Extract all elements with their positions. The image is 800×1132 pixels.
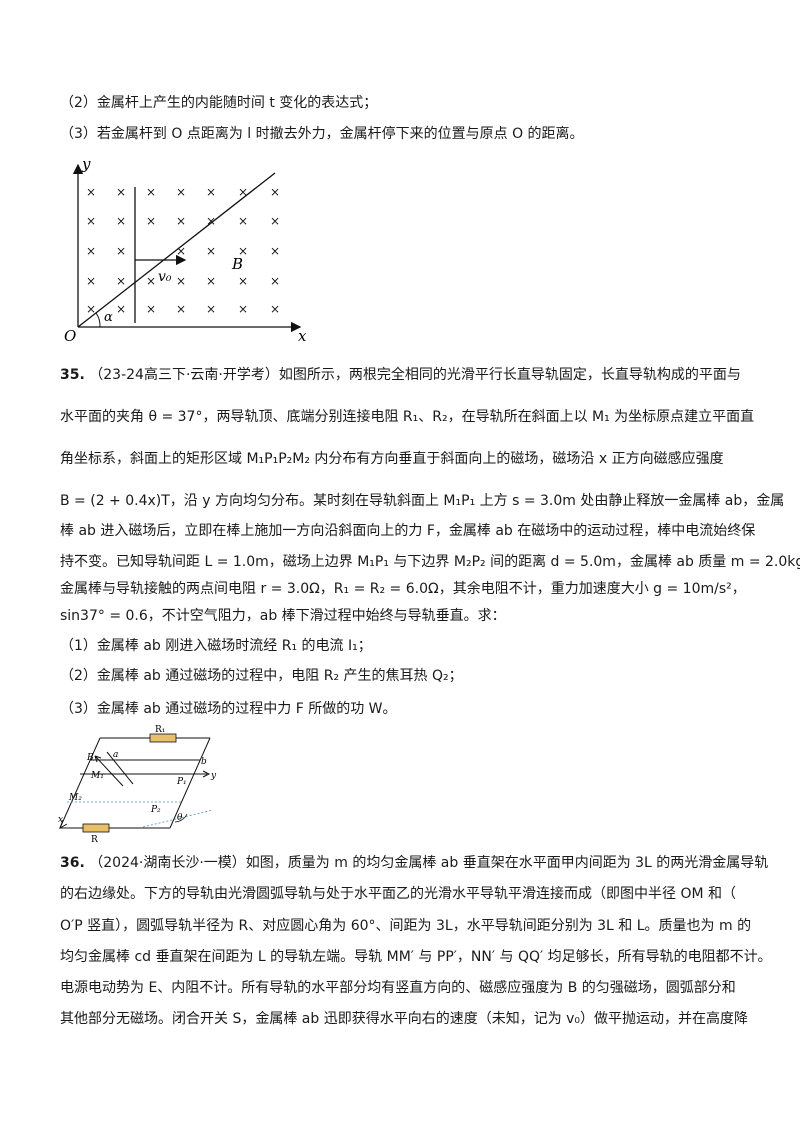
diagonal-rail bbox=[77, 172, 276, 328]
field-cross-mark: × bbox=[86, 302, 96, 316]
field-cross-mark: × bbox=[238, 244, 248, 258]
field-cross-mark: × bbox=[270, 302, 280, 316]
q36-line-1: 36. （2024·湖南长沙·一模）如图，质量为 m 的均匀金属棒 ab 垂直架… bbox=[60, 853, 768, 873]
prev-subquestion-3: （3）若金属杆到 O 点距离为 l 时撤去外力，金属杆停下来的位置与原点 O 的… bbox=[60, 126, 584, 142]
field-cross-mark: × bbox=[206, 244, 216, 258]
q35-line-8: sin37° = 0.6，不计空气阻力，ab 棒下滑过程中始终与导轨垂直。求： bbox=[60, 608, 506, 624]
field-cross-mark: × bbox=[86, 214, 96, 228]
q36-line-3: O′P 竖直），圆弧导轨半径为 R、对应圆心角为 60°、间距为 3L，水平导轨… bbox=[60, 918, 752, 934]
b-end-label: b bbox=[201, 757, 207, 767]
q35-sub-1: （1）金属棒 ab 刚进入磁场时流经 R₁ 的电流 I₁； bbox=[60, 638, 372, 654]
q36-text-1: 如图，质量为 m 的均匀金属棒 ab 垂直架在水平面甲内间距为 3L 的两光滑金… bbox=[245, 855, 769, 871]
q35-line-4: B = (2 + 0.4x)T，沿 y 方向均匀分布。某时刻在导轨斜面上 M₁P… bbox=[60, 493, 785, 509]
q35-number: 35. bbox=[60, 367, 85, 383]
field-cross-mark: × bbox=[238, 274, 248, 288]
v0-label: v₀ bbox=[158, 269, 172, 285]
q36-line-5: 电源电动势为 E、内阻不计。所有导轨的水平部分均有竖直方向的、磁感应强度为 B … bbox=[60, 980, 736, 996]
q36-number: 36. bbox=[60, 855, 85, 871]
figure-inclined-rails: R₁ R B a b M₁ P₁ y M₂ P₂ x θ bbox=[58, 725, 217, 842]
a-label: a bbox=[113, 750, 118, 760]
field-cross-mark: × bbox=[116, 244, 126, 258]
x-label: x bbox=[58, 815, 63, 825]
b-label: B bbox=[86, 753, 94, 763]
r1-label: R₁ bbox=[155, 725, 165, 735]
field-cross-mark: × bbox=[86, 274, 96, 288]
p1-label: P₁ bbox=[176, 777, 187, 787]
x-axis-label: x bbox=[298, 327, 307, 345]
r-label: R bbox=[91, 835, 98, 842]
field-cross-mark: × bbox=[116, 185, 126, 199]
q35-text-1: 如图所示，两根完全相同的光滑平行长直导轨固定，长直导轨构成的平面与 bbox=[278, 367, 741, 383]
q35-line-6: 持不变。已知导轨间距 L = 1.0m，磁场上边界 M₁P₁ 与下边界 M₂P₂… bbox=[60, 554, 800, 570]
q35-line-7: 金属棒与导轨接触的两点间电阻 r = 3.0Ω，R₁ = R₂ = 6.0Ω，其… bbox=[60, 581, 746, 597]
resistor-r bbox=[82, 823, 110, 833]
field-cross-mark: × bbox=[270, 185, 280, 199]
field-cross-mark: × bbox=[238, 214, 248, 228]
p2-label: P₂ bbox=[150, 805, 161, 815]
resistor-r1 bbox=[149, 733, 177, 743]
field-cross-mark: × bbox=[116, 274, 126, 288]
q35-line-5: 棒 ab 进入磁场后，立即在棒上施加一方向沿斜面向上的力 F，金属棒 ab 在磁… bbox=[60, 523, 756, 539]
field-cross-mark: × bbox=[238, 302, 248, 316]
y-axis-label: y bbox=[81, 155, 91, 173]
field-cross-mark: × bbox=[206, 185, 216, 199]
field-cross-mark: × bbox=[176, 185, 186, 199]
q36-source: （2024·湖南长沙·一模） bbox=[89, 855, 246, 871]
theta-label: θ bbox=[177, 813, 183, 823]
m2-label: M₂ bbox=[68, 793, 82, 803]
field-cross-mark: × bbox=[176, 274, 186, 288]
q35-sub-2: （2）金属棒 ab 通过磁场的过程中，电阻 R₂ 产生的焦耳热 Q₂； bbox=[60, 668, 463, 684]
field-cross-mark: × bbox=[176, 244, 186, 258]
q36-line-4: 均匀金属棒 cd 垂直架在间距为 L 的导轨左端。导轨 MM′ 与 PP′，NN… bbox=[60, 949, 772, 965]
q35-sub-3: （3）金属棒 ab 通过磁场的过程中力 F 所做的功 W。 bbox=[60, 701, 397, 717]
q36-line-2: 的右边缘处。下方的导轨由光滑圆弧导轨与处于水平面乙的光滑水平导轨平滑连接而成（即… bbox=[60, 886, 736, 902]
field-cross-mark: × bbox=[146, 302, 156, 316]
field-cross-mark: × bbox=[146, 214, 156, 228]
field-cross-mark: × bbox=[206, 302, 216, 316]
y-label: y bbox=[210, 771, 217, 781]
alpha-arc bbox=[95, 312, 101, 328]
field-cross-mark: × bbox=[116, 214, 126, 228]
field-cross-mark: × bbox=[206, 274, 216, 288]
field-cross-mark: × bbox=[270, 274, 280, 288]
field-cross-mark: × bbox=[270, 214, 280, 228]
field-cross-mark: × bbox=[86, 244, 96, 258]
q36-line-6: 其他部分无磁场。闭合开关 S，金属棒 ab 迅即获得水平向右的速度（未知，记为 … bbox=[60, 1011, 749, 1027]
q35-line-3: 角坐标系，斜面上的矩形区域 M₁P₁P₂M₂ 内分布有方向垂直于斜面向上的磁场，… bbox=[60, 451, 724, 467]
field-cross-mark: × bbox=[206, 214, 216, 228]
field-cross-mark: × bbox=[86, 185, 96, 199]
field-cross-mark: × bbox=[146, 274, 156, 288]
alpha-label: α bbox=[104, 310, 113, 325]
field-b-label: B bbox=[231, 255, 243, 273]
prev-subquestion-2: （2）金属杆上产生的内能随时间 t 变化的表达式； bbox=[60, 95, 378, 111]
q35-line-2: 水平面的夹角 θ = 37°，两导轨顶、底端分别连接电阻 R₁、R₂，在导轨所在… bbox=[60, 409, 755, 425]
q35-source: （23-24高三下·云南·开学考） bbox=[89, 367, 279, 383]
q35-line-1: 35. （23-24高三下·云南·开学考）如图所示，两根完全相同的光滑平行长直导… bbox=[60, 365, 741, 385]
field-cross-mark: × bbox=[146, 185, 156, 199]
field-cross-mark: × bbox=[238, 185, 248, 199]
m1-label: M₁ bbox=[90, 771, 104, 781]
origin-label: O bbox=[64, 327, 76, 345]
field-cross-mark: × bbox=[116, 302, 126, 316]
figure-magnetic-field: × × × × × × × × × × × × × × × × × × × × × × × × × × × × × × × × × × y x O… bbox=[64, 155, 307, 345]
field-cross-mark: × bbox=[270, 244, 280, 258]
field-cross-mark: × bbox=[176, 214, 186, 228]
field-cross-mark: × bbox=[176, 302, 186, 316]
